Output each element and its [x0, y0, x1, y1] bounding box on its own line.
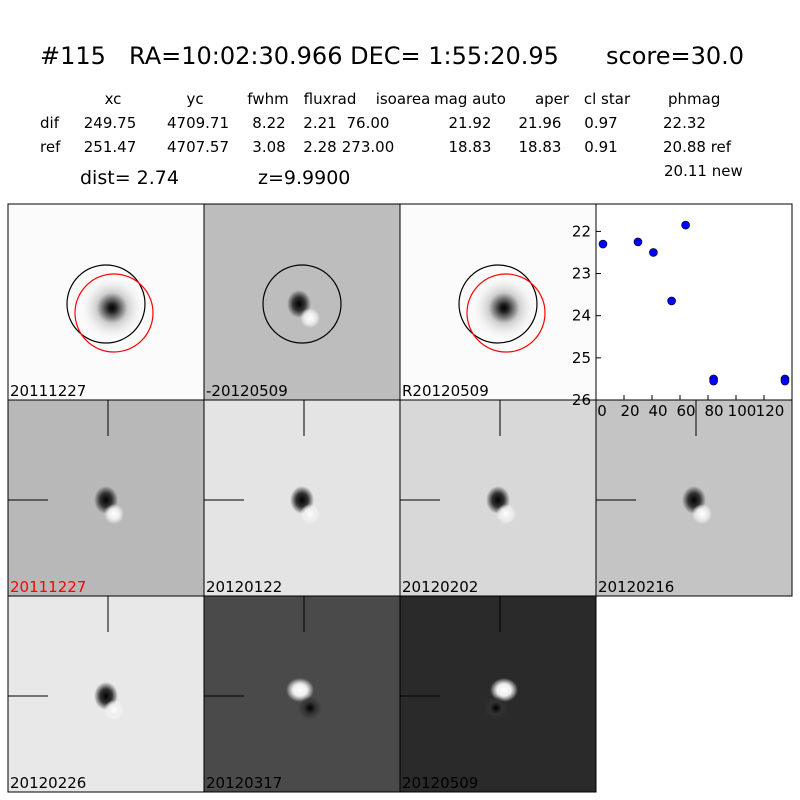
- residual-bright: [286, 678, 314, 702]
- aperture: [262, 264, 342, 344]
- table-cell: 4707.57: [167, 138, 229, 156]
- data-point: [598, 239, 608, 249]
- panel-label: 20120317: [206, 774, 282, 792]
- column-header: phmag: [668, 90, 720, 108]
- coordinates: RA=10:02:30.966 DEC= 1:55:20.95: [129, 42, 559, 70]
- x-tick-label: 0: [597, 402, 607, 420]
- table-cell: 2.21: [303, 114, 336, 132]
- table-cell: 21.92: [449, 114, 492, 132]
- source-blob: [78, 274, 146, 342]
- y-tick-label: 22: [572, 222, 591, 240]
- residual-bright: [300, 504, 320, 524]
- x-tick-label: 100: [728, 402, 757, 420]
- table-cell: 76.00: [347, 114, 390, 132]
- data-point: [667, 296, 676, 306]
- x-tick-label: 40: [648, 402, 667, 420]
- data-point: [709, 376, 718, 386]
- image-panel: 20120202: [399, 399, 597, 597]
- panel-label: -20120509: [206, 382, 288, 400]
- residual-dark: [484, 696, 508, 720]
- image-panel: R20120509: [399, 203, 597, 401]
- image-panel: 20111227: [7, 399, 205, 597]
- image-panel: 20120216: [595, 399, 793, 597]
- panel-label: 20120509: [402, 774, 478, 792]
- panel-label: R20120509: [402, 382, 489, 400]
- image-panel: 20120226: [7, 595, 205, 793]
- x-tick-label: 120: [756, 402, 785, 420]
- object-id: #115: [40, 42, 106, 70]
- image-panel: 20111227: [7, 203, 205, 401]
- y-tick-label: 26: [572, 391, 591, 409]
- panel-label: 20111227: [10, 578, 86, 596]
- x-tick-label: 20: [620, 402, 639, 420]
- residual-bright: [490, 678, 518, 702]
- table-cell: 22.32: [663, 114, 706, 132]
- data-point: [681, 220, 690, 230]
- table-cell: 251.47: [84, 138, 137, 156]
- table-cell: 249.75: [84, 114, 137, 132]
- image-panel: 20120317: [203, 595, 401, 793]
- residual-bright: [104, 700, 124, 720]
- header: #115 RA=10:02:30.966 DEC= 1:55:20.95 sco…: [40, 42, 744, 70]
- source-blob: [470, 274, 538, 342]
- image-panel: -20120509: [203, 203, 401, 401]
- residual-bright: [692, 504, 712, 524]
- y-tick-label: 23: [572, 265, 591, 283]
- y-tick-label: 25: [572, 349, 591, 367]
- panel-label: 20120202: [402, 578, 478, 596]
- column-header: isoarea: [376, 90, 431, 108]
- table-cell: 273.00: [342, 138, 395, 156]
- table-cell: 2.28: [303, 138, 336, 156]
- column-header: aper: [535, 90, 570, 108]
- aperture-ref: [74, 273, 154, 353]
- table-cell: 18.83: [449, 138, 492, 156]
- column-header: yc: [186, 90, 203, 108]
- column-header: xc: [105, 90, 122, 108]
- plot-frame: [595, 203, 793, 401]
- score: score=30.0: [606, 42, 744, 70]
- panel-label: 20111227: [10, 382, 86, 400]
- panel-label: 20120122: [206, 578, 282, 596]
- aperture: [66, 264, 146, 344]
- x-tick-label: 60: [676, 402, 695, 420]
- data-point: [649, 248, 658, 257]
- table-cell: 18.83: [519, 138, 562, 156]
- panel-label: 20120216: [598, 578, 674, 596]
- data-point: [780, 376, 790, 386]
- table-cell: 3.08: [252, 138, 285, 156]
- redshift: z=9.9900: [258, 167, 350, 189]
- y-tick-label: 24: [572, 307, 591, 325]
- column-header: fwhm: [247, 90, 288, 108]
- column-header: cl star: [584, 90, 631, 108]
- table-cell: 20.88 ref: [663, 138, 732, 156]
- residual-dark: [298, 696, 322, 720]
- residual-bright: [300, 308, 320, 328]
- aperture-ref: [466, 273, 546, 353]
- table-cell: 8.22: [252, 114, 285, 132]
- image-panel: 20120509: [399, 595, 597, 793]
- residual-bright: [104, 504, 124, 524]
- data-point: [633, 237, 643, 247]
- column-header: mag auto: [434, 90, 506, 108]
- dist: dist= 2.74: [80, 167, 179, 189]
- row-label: ref: [40, 138, 61, 156]
- panel-label: 20120226: [10, 774, 86, 792]
- table-cell: 21.96: [519, 114, 562, 132]
- aperture: [458, 264, 538, 344]
- x-tick-label: 80: [704, 402, 723, 420]
- column-header: fluxrad: [304, 90, 357, 108]
- table-cell: 4709.71: [167, 114, 229, 132]
- phmag-new: 20.11 new: [664, 162, 743, 180]
- table-cell: 0.97: [584, 114, 617, 132]
- image-panel: 20120122: [203, 399, 401, 597]
- row-label: dif: [40, 114, 60, 132]
- residual-bright: [496, 504, 516, 524]
- table-cell: 0.91: [584, 138, 617, 156]
